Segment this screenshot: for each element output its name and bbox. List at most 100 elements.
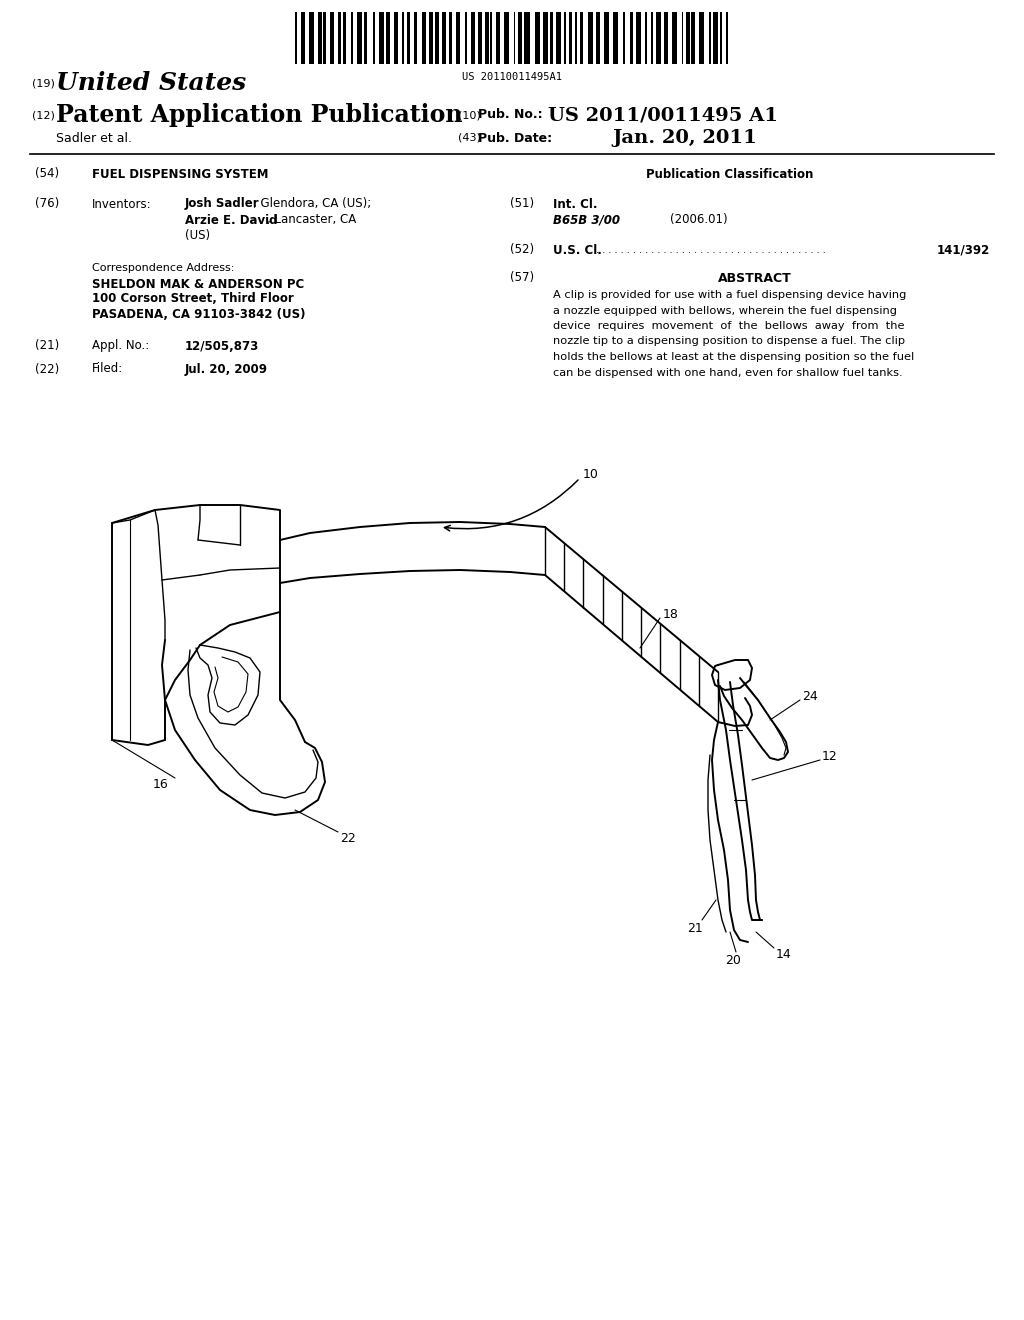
Bar	[613, 12, 618, 63]
Bar	[457, 12, 460, 63]
Bar	[485, 12, 488, 63]
Text: 21: 21	[687, 921, 702, 935]
Bar	[318, 12, 322, 63]
Text: nozzle tip to a dispensing position to dispense a fuel. The clip: nozzle tip to a dispensing position to d…	[553, 337, 905, 346]
Text: 22: 22	[340, 832, 355, 845]
Text: B65B 3/00: B65B 3/00	[553, 214, 620, 227]
Text: Pub. No.:: Pub. No.:	[478, 108, 543, 121]
Text: (US): (US)	[185, 230, 210, 243]
Text: 16: 16	[153, 779, 168, 792]
Text: 20: 20	[725, 953, 741, 966]
Bar	[691, 12, 695, 63]
Bar	[656, 12, 660, 63]
Bar	[497, 12, 500, 63]
Text: , Glendora, CA (US);: , Glendora, CA (US);	[253, 198, 372, 210]
Text: 12/505,873: 12/505,873	[185, 339, 259, 352]
Bar	[664, 12, 668, 63]
Bar	[588, 12, 593, 63]
Text: (12): (12)	[32, 110, 55, 120]
Bar	[394, 12, 398, 63]
Bar	[682, 12, 683, 63]
Text: (57): (57)	[510, 272, 535, 285]
Bar	[574, 12, 577, 63]
Bar	[441, 12, 445, 63]
Text: ABSTRACT: ABSTRACT	[718, 272, 792, 285]
Text: US 2011/0011495 A1: US 2011/0011495 A1	[548, 106, 778, 124]
Text: Filed:: Filed:	[92, 363, 123, 375]
Bar	[544, 12, 548, 63]
Bar	[536, 12, 540, 63]
Bar	[726, 12, 728, 63]
Text: Jul. 20, 2009: Jul. 20, 2009	[185, 363, 268, 375]
Bar	[351, 12, 353, 63]
Text: 18: 18	[663, 609, 679, 622]
Text: . . . . . . . . . . . . . . . . . . . . . . . . . . . . . . . . . . . . . .: . . . . . . . . . . . . . . . . . . . . …	[593, 246, 825, 255]
Bar	[373, 12, 375, 63]
Bar	[714, 12, 718, 63]
Text: Appl. No.:: Appl. No.:	[92, 339, 150, 352]
Text: 12: 12	[822, 751, 838, 763]
Bar	[465, 12, 467, 63]
Bar	[580, 12, 584, 63]
Text: Correspondence Address:: Correspondence Address:	[92, 263, 234, 273]
Text: A clip is provided for use with a fuel dispensing device having: A clip is provided for use with a fuel d…	[553, 290, 906, 300]
Bar	[720, 12, 722, 63]
Text: 14: 14	[776, 948, 792, 961]
Text: FUEL DISPENSING SYSTEM: FUEL DISPENSING SYSTEM	[92, 168, 268, 181]
Text: Int. Cl.: Int. Cl.	[553, 198, 597, 210]
Bar	[429, 12, 433, 63]
Text: (2006.01): (2006.01)	[670, 214, 728, 227]
Bar	[556, 12, 561, 63]
Bar	[408, 12, 411, 63]
Bar	[324, 12, 326, 63]
Text: (21): (21)	[35, 339, 59, 352]
Text: 100 Corson Street, Third Floor: 100 Corson Street, Third Floor	[92, 293, 294, 305]
Bar	[686, 12, 689, 63]
Text: a nozzle equipped with bellows, wherein the fuel dispensing: a nozzle equipped with bellows, wherein …	[553, 305, 897, 315]
Bar	[301, 12, 305, 63]
Bar	[386, 12, 389, 63]
Text: (22): (22)	[35, 363, 59, 375]
Bar	[449, 12, 452, 63]
Bar	[401, 12, 403, 63]
Text: Josh Sadler: Josh Sadler	[185, 198, 260, 210]
Text: Patent Application Publication: Patent Application Publication	[56, 103, 463, 127]
Bar	[550, 12, 553, 63]
Bar	[414, 12, 417, 63]
Text: 141/392: 141/392	[937, 243, 990, 256]
Text: (52): (52)	[510, 243, 535, 256]
Bar	[709, 12, 711, 63]
Text: 10: 10	[583, 467, 599, 480]
Bar	[435, 12, 438, 63]
Bar	[422, 12, 426, 63]
Bar	[478, 12, 482, 63]
Bar	[339, 12, 341, 63]
Text: (10): (10)	[458, 110, 480, 120]
Text: , Lancaster, CA: , Lancaster, CA	[267, 214, 356, 227]
Bar	[471, 12, 474, 63]
Bar	[330, 12, 334, 63]
Text: United States: United States	[56, 71, 246, 95]
Text: (54): (54)	[35, 168, 59, 181]
Bar	[624, 12, 625, 63]
Bar	[490, 12, 492, 63]
Text: SHELDON MAK & ANDERSON PC: SHELDON MAK & ANDERSON PC	[92, 277, 304, 290]
Text: can be dispensed with one hand, even for shallow fuel tanks.: can be dispensed with one hand, even for…	[553, 367, 902, 378]
Bar	[356, 12, 361, 63]
Bar	[379, 12, 384, 63]
Bar	[604, 12, 609, 63]
Text: U.S. Cl.: U.S. Cl.	[553, 243, 602, 256]
Text: Pub. Date:: Pub. Date:	[478, 132, 552, 144]
Bar	[514, 12, 515, 63]
Text: (51): (51)	[510, 198, 535, 210]
Text: Sadler et al.: Sadler et al.	[56, 132, 132, 144]
Text: 24: 24	[802, 690, 818, 704]
Bar	[673, 12, 677, 63]
Text: (19): (19)	[32, 78, 55, 88]
Bar	[645, 12, 647, 63]
Bar	[364, 12, 368, 63]
Bar	[564, 12, 566, 63]
Text: Arzie E. David: Arzie E. David	[185, 214, 278, 227]
Bar	[504, 12, 510, 63]
Text: Publication Classification: Publication Classification	[646, 168, 814, 181]
